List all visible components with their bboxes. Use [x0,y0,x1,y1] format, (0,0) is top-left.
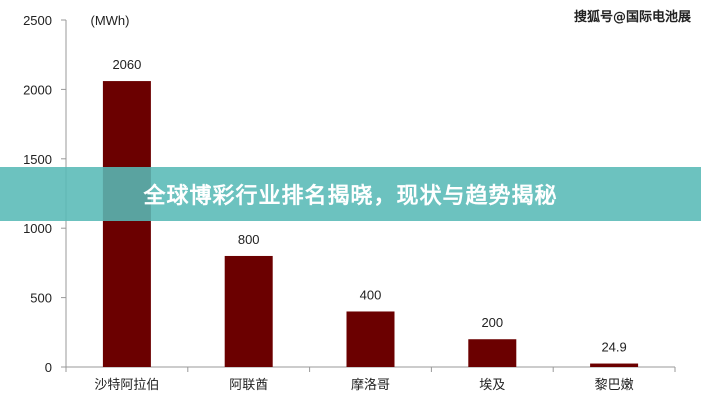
bar [468,339,517,367]
watermark: 搜狐号@国际电池展 [573,10,691,25]
x-tick-label: 埃及 [479,377,505,392]
data-label: 800 [238,232,260,247]
x-tick-label: 阿联酋 [229,377,268,392]
banner-title: 全球博彩行业排名揭晓，现状与趋势揭秘 [143,184,558,209]
y-tick-label: 2000 [23,82,52,97]
y-tick-label: 1000 [23,221,52,236]
x-tick-label: 沙特阿拉伯 [94,377,159,392]
data-label: 200 [481,315,503,330]
data-label: 2060 [112,57,141,72]
y-tick-label: 0 [45,360,52,375]
y-tick-label: 500 [30,291,52,306]
y-tick-label: 1500 [23,152,52,167]
bar [224,255,273,367]
data-label: 400 [360,287,382,302]
x-tick-label: 摩洛哥 [351,377,390,392]
title-banner: 全球博彩行业排名揭晓，现状与趋势揭秘 [0,167,701,221]
bar [590,363,639,367]
y-tick-label: 2500 [23,13,52,28]
bar [346,311,395,367]
data-label: 24.9 [601,340,626,355]
x-tick-label: 黎巴嫩 [595,377,634,392]
y-axis-label: (MWh) [91,13,130,28]
bar [102,81,151,368]
